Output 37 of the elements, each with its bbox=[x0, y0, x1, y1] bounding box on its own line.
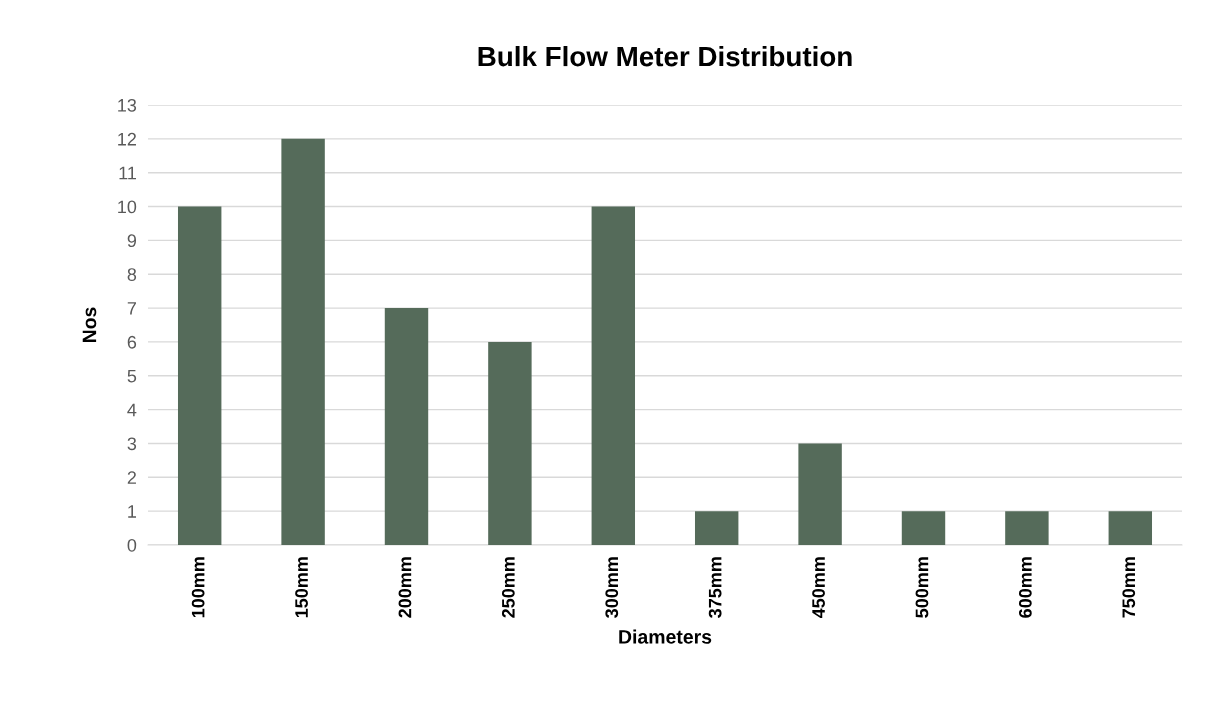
bar bbox=[488, 341, 532, 545]
bar bbox=[591, 206, 636, 545]
x-tick-label: 750mm bbox=[1122, 557, 1136, 618]
x-tick-label: 600mm bbox=[1018, 557, 1032, 618]
x-axis-title: Diameters bbox=[619, 629, 712, 644]
x-tick-label: 100mm bbox=[191, 557, 205, 618]
bar bbox=[694, 511, 739, 545]
bar bbox=[1005, 511, 1049, 545]
bar bbox=[1108, 511, 1153, 545]
y-tick-label: 2 bbox=[127, 471, 136, 484]
bar bbox=[177, 206, 222, 545]
chart-title: Bulk Flow Meter Distribution bbox=[478, 45, 852, 67]
x-tick-label: 375mm bbox=[708, 557, 722, 618]
y-tick-label: 3 bbox=[127, 437, 137, 451]
y-tick-label: 9 bbox=[127, 234, 137, 248]
bar bbox=[384, 308, 429, 545]
y-tick-label: 6 bbox=[127, 335, 137, 349]
x-tick-label: 300mm bbox=[605, 557, 619, 618]
y-tick-label: 8 bbox=[127, 268, 137, 281]
bar bbox=[798, 443, 842, 545]
y-tick-label: 0 bbox=[127, 538, 137, 552]
y-tick-label: 12 bbox=[118, 132, 136, 146]
y-tick-label: 13 bbox=[118, 98, 137, 112]
x-tick-label: 500mm bbox=[915, 557, 929, 618]
y-tick-label: 7 bbox=[127, 302, 136, 315]
y-axis-title: Nos bbox=[82, 307, 97, 343]
x-tick-label: 150mm bbox=[295, 557, 308, 618]
bar bbox=[901, 511, 946, 545]
y-tick-label: 10 bbox=[118, 200, 137, 214]
bar bbox=[281, 138, 325, 545]
y-tick-label: 5 bbox=[127, 369, 137, 383]
y-tick-label: 4 bbox=[127, 403, 137, 417]
x-tick-label: 250mm bbox=[501, 557, 515, 618]
y-tick-label: 1 bbox=[128, 505, 137, 518]
x-tick-label: 450mm bbox=[812, 557, 825, 619]
y-tick-label: 11 bbox=[119, 166, 137, 180]
x-tick-label: 200mm bbox=[398, 557, 412, 618]
